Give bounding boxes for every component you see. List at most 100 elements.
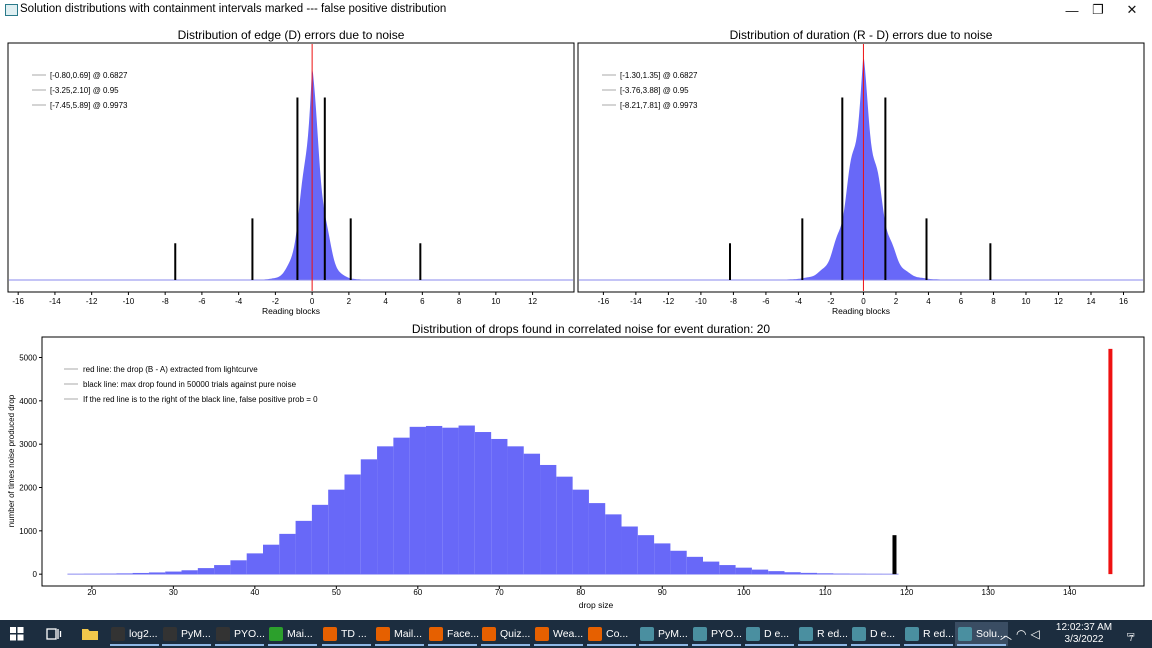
x-tick-label: 6 [959, 297, 964, 306]
legend-entry: If the red line is to the right of the b… [83, 395, 318, 404]
x-tick-label: 110 [819, 588, 832, 597]
taskbar-app-button[interactable]: PYO... [690, 622, 743, 646]
histogram-bar [311, 504, 329, 575]
x-tick-label: -2 [827, 297, 835, 306]
x-tick-label: 2 [347, 297, 352, 306]
y-tick-label: 4000 [19, 397, 37, 406]
histogram-bar [214, 565, 231, 575]
histogram-bar [540, 464, 557, 575]
histogram-bar [703, 561, 720, 575]
start-button[interactable] [0, 622, 34, 646]
histogram-bar [344, 474, 361, 575]
y-tick-label: 5000 [19, 354, 37, 363]
app-icon [905, 627, 919, 641]
running-indicator [745, 644, 794, 646]
taskbar-app-label: Wea... [553, 628, 584, 640]
histogram-bar [654, 543, 671, 575]
histogram-bar [572, 489, 589, 575]
x-tick-label: 60 [413, 588, 422, 597]
histogram-bar [719, 565, 736, 575]
maximize-button[interactable]: ❐ [1092, 2, 1104, 17]
notification-count: 7 [1129, 633, 1134, 643]
x-tick-label: 90 [658, 588, 667, 597]
taskbar-app-button[interactable]: Co... [585, 622, 638, 646]
x-tick-label: 4 [383, 297, 388, 306]
histogram-bar [670, 550, 687, 575]
taskbar-app-button[interactable]: PYO... [213, 622, 266, 646]
wifi-icon[interactable]: ◠ [1016, 627, 1031, 641]
clock-time: 12:02:37 AM [1055, 622, 1113, 633]
x-axis-label: drop size [579, 600, 614, 610]
histogram-bar [230, 560, 247, 575]
histogram-bar [491, 438, 508, 575]
app-icon [746, 627, 760, 641]
system-clock[interactable]: 12:02:37 AM 3/3/2022 [1054, 622, 1114, 646]
minimize-button[interactable]: — [1065, 2, 1079, 18]
taskbar-app-button[interactable]: Mail... [373, 622, 426, 646]
legend-entry: [-7.45,5.89] @ 0.9973 [50, 101, 128, 110]
legend-entry: [-3.25,2.10] @ 0.95 [50, 86, 119, 95]
taskbar-app-button[interactable]: R ed... [902, 622, 955, 646]
file-explorer-button[interactable] [74, 622, 106, 646]
running-indicator [692, 644, 741, 646]
running-indicator [428, 644, 477, 646]
running-indicator [851, 644, 900, 646]
taskbar-app-button[interactable]: Wea... [532, 622, 585, 646]
notification-button[interactable]: ▭ 7 [1118, 622, 1142, 646]
running-indicator [375, 644, 424, 646]
x-tick-label: 6 [420, 297, 425, 306]
taskbar-app-button[interactable]: log2... [108, 622, 161, 646]
y-axis-label: number of times noise produced drop [7, 394, 16, 527]
x-tick-label: 12 [1054, 297, 1063, 306]
histogram-bar [735, 567, 752, 575]
duration-error-chart: Distribution of duration (R - D) errors … [577, 28, 1145, 316]
histogram-bar [637, 535, 655, 575]
histogram-bar [523, 453, 541, 575]
x-tick-label: -16 [598, 297, 610, 306]
taskbar-app-label: log2... [129, 628, 158, 640]
x-tick-label: 10 [491, 297, 500, 306]
taskbar-app-button[interactable]: Mai... [266, 622, 319, 646]
taskbar-app-button[interactable]: Quiz... [479, 622, 532, 646]
running-indicator [534, 644, 583, 646]
taskbar-app-label: Mail... [394, 628, 423, 640]
taskbar-app-label: Quiz... [500, 628, 531, 640]
taskbar-app-button[interactable]: R ed... [796, 622, 849, 646]
close-button[interactable]: ✕ [1126, 2, 1138, 17]
x-tick-label: 120 [900, 588, 914, 597]
histogram-bar [116, 573, 133, 575]
taskbar-app-button[interactable]: TD ... [320, 622, 373, 646]
running-indicator [268, 644, 317, 646]
taskbar-app-label: R ed... [817, 628, 848, 640]
taskbar-app-button[interactable]: D e... [849, 622, 902, 646]
running-indicator [587, 644, 636, 646]
x-tick-label: 130 [982, 588, 996, 597]
app-icon [269, 627, 283, 641]
volume-icon[interactable]: ◁ [1030, 627, 1044, 641]
taskbar-app-button[interactable]: PyM... [637, 622, 690, 646]
x-tick-label: 40 [250, 588, 259, 597]
taskbar-app-button[interactable]: Solu... [955, 622, 1008, 646]
taskbar-app-button[interactable]: PyM... [160, 622, 213, 646]
chevron-up-icon[interactable]: ︿ [1000, 627, 1017, 642]
app-icon [5, 4, 18, 16]
x-tick-label: -8 [162, 297, 170, 306]
histogram-bar [295, 520, 312, 575]
histogram-bar [246, 553, 263, 575]
taskbar-app-button[interactable]: D e... [743, 622, 796, 646]
tray-icons[interactable]: ︿ ◠ ◁ [1000, 622, 1060, 646]
x-tick-label: 50 [332, 588, 341, 597]
y-tick-label: 0 [33, 570, 38, 579]
taskbar-app-button[interactable]: Face... [426, 622, 479, 646]
x-tick-label: 10 [1022, 297, 1031, 306]
notification-icon: ▭ [1126, 628, 1136, 639]
app-icon [588, 627, 602, 641]
x-axis-label: Reading blocks [832, 306, 890, 316]
histogram-bar [817, 573, 834, 575]
histogram-bar [458, 425, 475, 575]
taskbar-app-label: PYO... [711, 628, 742, 640]
histogram-bar [425, 425, 443, 575]
task-view-button[interactable] [38, 622, 70, 646]
histogram-bar [409, 426, 426, 575]
taskbar-app-label: Face... [447, 628, 479, 640]
